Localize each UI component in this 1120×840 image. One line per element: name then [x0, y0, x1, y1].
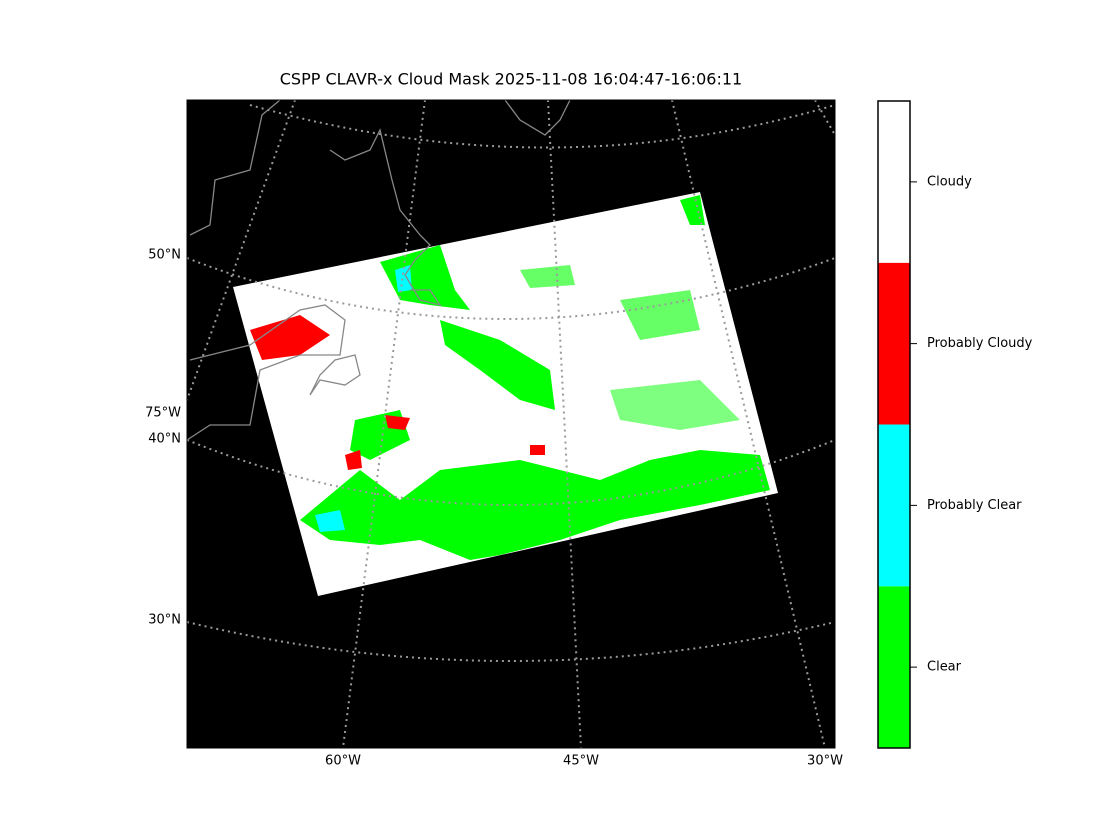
colorbar-segment: [878, 262, 910, 425]
meridian: [547, 99, 582, 749]
longitude-label: 45°W: [563, 754, 599, 769]
colorbar-label: Clear: [927, 660, 962, 675]
longitude-label: 60°W: [325, 754, 361, 769]
colorbar-segment: [878, 586, 910, 748]
map-frame: [186, 99, 836, 749]
latitude-label: 50°N: [148, 248, 181, 263]
parallel: [186, 439, 836, 506]
latitude-label: 30°N: [148, 613, 181, 628]
longitude-label: 75°W: [145, 406, 181, 421]
map: [186, 99, 836, 749]
meridian: [342, 99, 426, 749]
colorbar: Clear Probably Clear Probably Cloudy Cloudy: [877, 100, 1033, 749]
clear-areas: [300, 195, 770, 560]
colorbar-label: Probably Cloudy: [927, 336, 1033, 351]
parallel: [249, 104, 836, 149]
colorbar-segment: [878, 424, 910, 587]
coastline: [186, 99, 571, 441]
probably-cloudy-areas: [250, 315, 545, 470]
map-title: CSPP CLAVR-x Cloud Mask 2025-11-08 16:04…: [280, 70, 742, 89]
colorbar-frame: [877, 100, 911, 749]
latitude-label: 40°N: [148, 432, 181, 447]
meridian: [186, 99, 296, 401]
colorbar-label: Cloudy: [927, 174, 972, 189]
colorbar-label: Probably Clear: [927, 498, 1022, 513]
meridian: [814, 99, 836, 136]
longitude-label: 30°W: [807, 754, 843, 769]
colorbar-segment: [878, 101, 910, 263]
